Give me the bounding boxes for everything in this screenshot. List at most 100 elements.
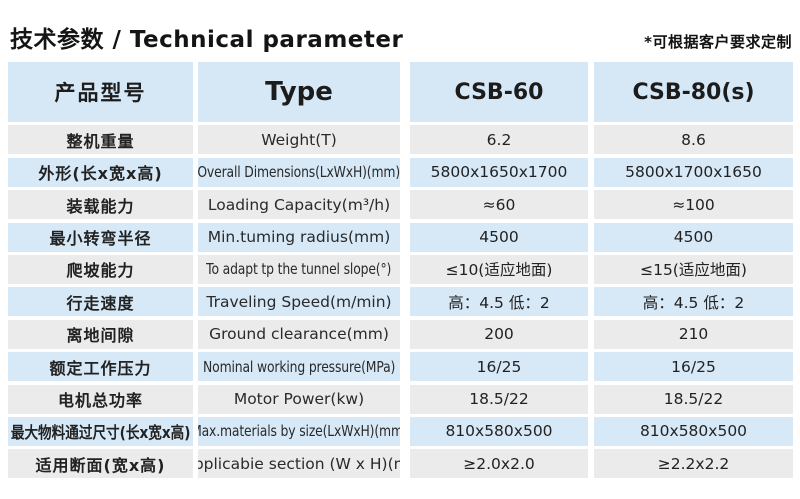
value-csb80s-text: 210 <box>678 325 709 344</box>
page-title-en: Technical parameter <box>129 27 404 53</box>
value-csb60-text: 16/25 <box>476 357 522 376</box>
value-csb80s-text: 810x580x500 <box>639 422 748 441</box>
value-csb80s-text: 18.5/22 <box>663 390 724 409</box>
value-csb60-text: 200 <box>484 325 514 344</box>
value-csb80s: 16/25 <box>594 352 793 382</box>
param-name-zh: 离地间隙 <box>8 319 193 349</box>
table-row: 最小转弯半径 Min.tuming radius(mm) 4500 4500 <box>8 222 793 252</box>
value-csb60: ≈60 <box>410 190 588 220</box>
param-name-en: Motor Power(kw) <box>198 384 400 414</box>
param-name-en-text: Traveling Speed(m/min) <box>206 292 392 311</box>
value-csb60-text: 6.2 <box>486 130 512 149</box>
page-title-separator: / <box>104 27 130 53</box>
param-name-en-text: Min.tuming radius(mm) <box>207 228 391 247</box>
header-model-csb60: CSB-60 <box>410 62 588 122</box>
value-csb80s: 5800x1700x1650 <box>594 157 793 187</box>
value-csb80s: 810x580x500 <box>594 416 793 446</box>
table-row: 离地间隙 Ground clearance(mm) 200 210 <box>8 319 793 349</box>
param-name-en-text: Applicabie section (W x H)(m) <box>198 454 400 473</box>
param-name-en-text: Motor Power(kw) <box>233 390 365 409</box>
param-name-en-text: Weight(T) <box>261 130 337 149</box>
param-name-en: Nominal working pressure(MPa) <box>198 352 400 382</box>
param-name-en: Overall Dimensions(LxWxH)(mm) <box>198 157 400 187</box>
param-name-zh: 额定工作压力 <box>8 352 193 382</box>
param-name-zh-text: 行走速度 <box>66 293 135 313</box>
table-row: 额定工作压力 Nominal working pressure(MPa) 16/25… <box>8 352 793 382</box>
param-name-en-text: To adapt tp the tunnel slope(°) <box>206 260 392 279</box>
value-csb80s-text: 4500 <box>673 228 714 247</box>
param-name-zh: 最大物料通过尺寸(长x宽x高) <box>8 416 193 446</box>
table-row: 装载能力 Loading Capacity(m³/h) ≈60 ≈100 <box>8 190 793 220</box>
value-csb80s-text: ≥2.2x2.2 <box>657 454 730 473</box>
param-name-en-text: Ground clearance(mm) <box>209 325 389 344</box>
value-csb80s: 4500 <box>594 222 793 252</box>
value-csb60-text: 810x580x500 <box>445 422 553 441</box>
param-name-en: Weight(T) <box>198 125 400 155</box>
table-row: 外形(长x宽x高) Overall Dimensions(LxWxH)(mm) 58… <box>8 157 793 187</box>
value-csb80s-text: 5800x1700x1650 <box>625 163 762 182</box>
param-name-zh: 外形(长x宽x高) <box>8 157 193 187</box>
param-name-zh-text: 装载能力 <box>66 196 135 216</box>
value-csb80s-text: 8.6 <box>681 130 706 149</box>
param-name-zh-text: 爬坡能力 <box>66 261 135 281</box>
param-name-en-text: Loading Capacity(m³/h) <box>207 195 391 214</box>
value-csb60-text: 4500 <box>479 228 519 247</box>
param-name-en-text: Max.materials by size(LxWxH)(mm) <box>198 422 400 441</box>
param-name-en: Ground clearance(mm) <box>198 319 400 349</box>
param-name-zh-text: 额定工作压力 <box>49 358 152 378</box>
value-csb80s-text: 高：4.5 低：2 <box>642 293 745 312</box>
value-csb80s: ≥2.2x2.2 <box>594 449 793 479</box>
value-csb80s: 高：4.5 低：2 <box>594 287 793 317</box>
table-row: 电机总功率 Motor Power(kw) 18.5/22 18.5/22 <box>8 384 793 414</box>
table-row: 整机重量 Weight(T) 6.2 8.6 <box>8 125 793 155</box>
table-row: 行走速度 Traveling Speed(m/min) 高：4.5 低：2 高：4.5… <box>8 287 793 317</box>
value-csb60-text: 5800x1650x1700 <box>430 163 568 182</box>
param-name-en: Min.tuming radius(mm) <box>198 222 400 252</box>
table-row: 适用断面(宽x高) Applicabie section (W x H)(m) ≥2… <box>8 449 793 479</box>
value-csb80s: 8.6 <box>594 125 793 155</box>
customization-note: *可根据客户要求定制 <box>644 33 792 51</box>
value-csb80s-text: 16/25 <box>671 357 716 376</box>
param-name-en-text: Nominal working pressure(MPa) <box>202 357 396 376</box>
param-name-zh-text: 适用断面(宽x高) <box>35 455 166 475</box>
param-name-en: Loading Capacity(m³/h) <box>198 190 400 220</box>
page-title: 技术参数 / Technical parameter <box>10 20 403 54</box>
value-csb60-text: ≈60 <box>482 195 516 214</box>
header-param-en: Type <box>198 62 400 122</box>
header-model-csb80s: CSB-80(s) <box>594 62 793 122</box>
value-csb60: ≤10(适应地面) <box>410 254 588 284</box>
value-csb60: 6.2 <box>410 125 588 155</box>
param-name-zh: 行走速度 <box>8 287 193 317</box>
value-csb60: 16/25 <box>410 352 588 382</box>
value-csb60: 4500 <box>410 222 588 252</box>
param-name-zh-text: 外形(长x宽x高) <box>38 164 163 184</box>
value-csb60: 200 <box>410 319 588 349</box>
param-name-zh-text: 最大物料通过尺寸(长x宽x高) <box>10 423 191 443</box>
value-csb80s: 18.5/22 <box>594 384 793 414</box>
value-csb60: 810x580x500 <box>410 416 588 446</box>
param-name-en: Max.materials by size(LxWxH)(mm) <box>198 416 400 446</box>
param-name-zh: 电机总功率 <box>8 384 193 414</box>
table-row: 爬坡能力 To adapt tp the tunnel slope(°) ≤10(适… <box>8 254 793 284</box>
param-name-zh: 整机重量 <box>8 125 193 155</box>
table-row: 最大物料通过尺寸(长x宽x高) Max.materials by size(LxW… <box>8 416 793 446</box>
value-csb60: 18.5/22 <box>410 384 588 414</box>
param-name-zh-text: 整机重量 <box>66 131 135 151</box>
table-body: 整机重量 Weight(T) 6.2 8.6 外形(长x宽x高) Overall Dime… <box>8 125 793 479</box>
page-header: 技术参数 / Technical parameter *可根据客户要求定制 <box>10 12 792 54</box>
technical-parameter-table: 产品型号 Type CSB-60 CSB-80(s) 整机重量 Weight(T)… <box>8 62 793 482</box>
param-name-en: Traveling Speed(m/min) <box>198 287 400 317</box>
param-name-zh-text: 电机总功率 <box>57 391 143 411</box>
value-csb60-text: 18.5/22 <box>469 390 529 409</box>
value-csb80s: 210 <box>594 319 793 349</box>
value-csb60-text: ≥2.0x2.0 <box>463 454 535 473</box>
param-name-zh-text: 最小转弯半径 <box>49 229 152 249</box>
param-name-en-text: Overall Dimensions(LxWxH)(mm) <box>198 163 400 182</box>
header-param-zh: 产品型号 <box>8 62 193 122</box>
param-name-en: Applicabie section (W x H)(m) <box>198 449 400 479</box>
param-name-zh: 爬坡能力 <box>8 254 193 284</box>
param-name-zh-text: 离地间隙 <box>66 326 135 346</box>
value-csb80s: ≈100 <box>594 190 793 220</box>
value-csb60: ≥2.0x2.0 <box>410 449 588 479</box>
value-csb60: 5800x1650x1700 <box>410 157 588 187</box>
